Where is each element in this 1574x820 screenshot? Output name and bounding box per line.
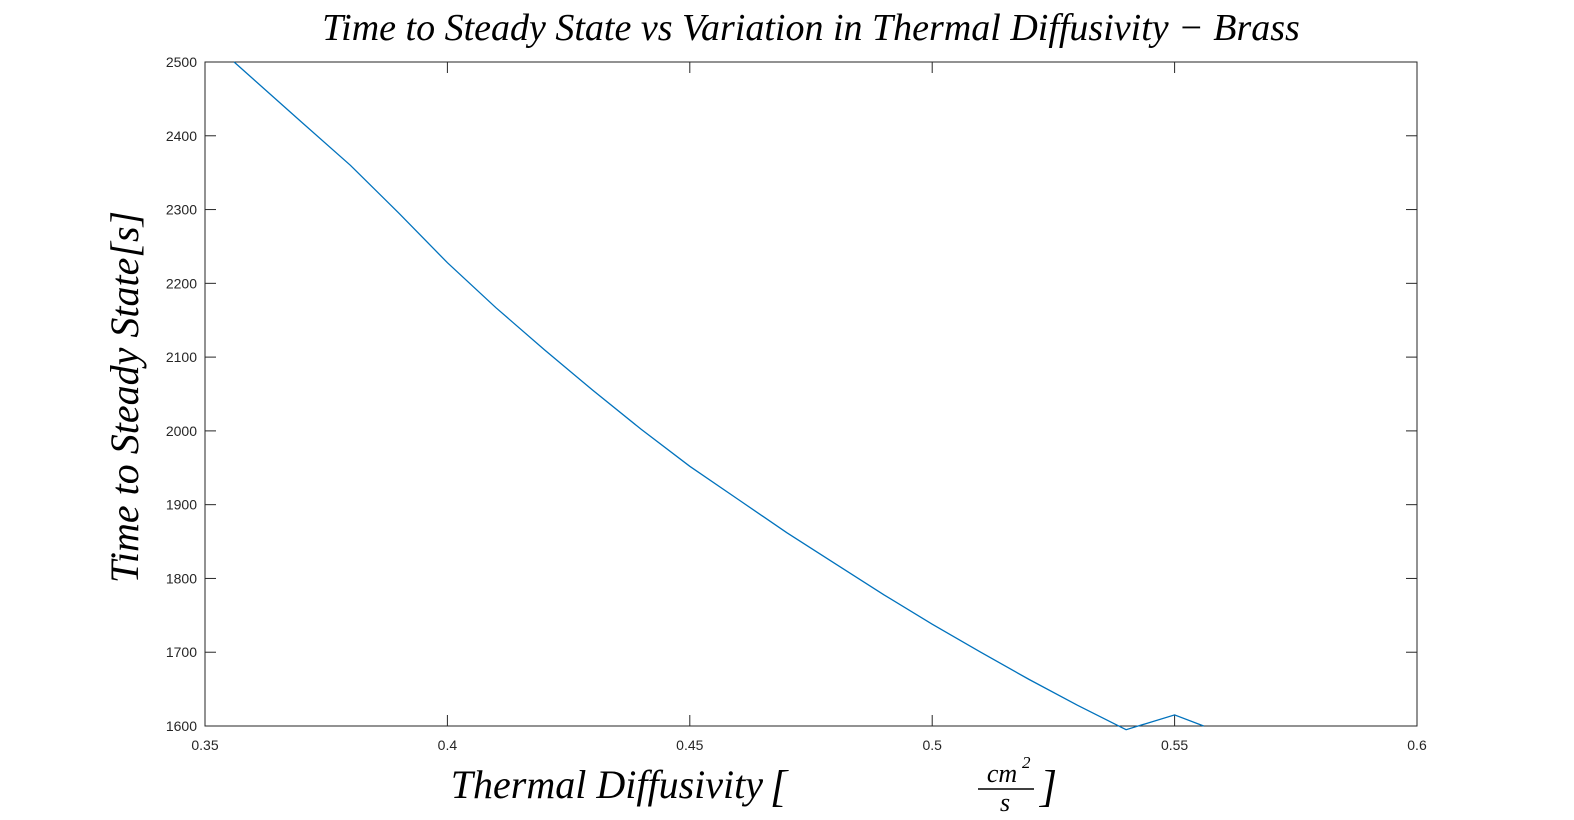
- x-tick-label: 0.45: [676, 737, 703, 753]
- x-axis: 0.35 0.4 0.45 0.5 0.55 0.6: [191, 62, 1427, 753]
- plot-frame: [204, 61, 1418, 727]
- y-axis-label: Time to Steady State[s]: [102, 211, 147, 583]
- x-axis-label-unit-numerator: cm: [987, 759, 1017, 788]
- y-tick-label: 1800: [166, 570, 197, 586]
- x-axis-label-bracket-open: [: [770, 762, 789, 811]
- x-tick-label: 0.55: [1161, 737, 1188, 753]
- y-tick-label: 2400: [166, 128, 197, 144]
- y-tick-label: 2000: [166, 423, 197, 439]
- series-line: [233, 61, 1204, 731]
- x-tick-label: 0.6: [1407, 737, 1427, 753]
- chart-title: Time to Steady State vs Variation in The…: [322, 7, 1300, 49]
- y-tick-label: 2100: [166, 349, 197, 365]
- x-axis-label: Thermal Diffusivity [ cm 2 s ]: [451, 753, 1057, 817]
- x-axis-label-main: Thermal Diffusivity: [451, 762, 763, 807]
- x-tick-label: 0.4: [438, 737, 458, 753]
- y-tick-label: 2500: [166, 54, 197, 70]
- y-axis: 1600 1700 1800 1900 2000 2100 2200 2300 2400 2500: [166, 54, 1417, 734]
- x-tick-label: 0.35: [191, 737, 218, 753]
- x-axis-label-unit-exponent: 2: [1022, 753, 1031, 772]
- y-tick-label: 1600: [166, 718, 197, 734]
- x-axis-label-bracket-close: ]: [1038, 762, 1057, 811]
- y-tick-label: 1700: [166, 644, 197, 660]
- x-tick-label: 0.5: [922, 737, 942, 753]
- plot-area: [204, 61, 1418, 727]
- series-layer: [233, 61, 1204, 731]
- y-tick-label: 1900: [166, 497, 197, 513]
- y-tick-label: 2200: [166, 275, 197, 291]
- x-axis-label-unit-denominator: s: [1000, 788, 1010, 817]
- y-tick-label: 2300: [166, 202, 197, 218]
